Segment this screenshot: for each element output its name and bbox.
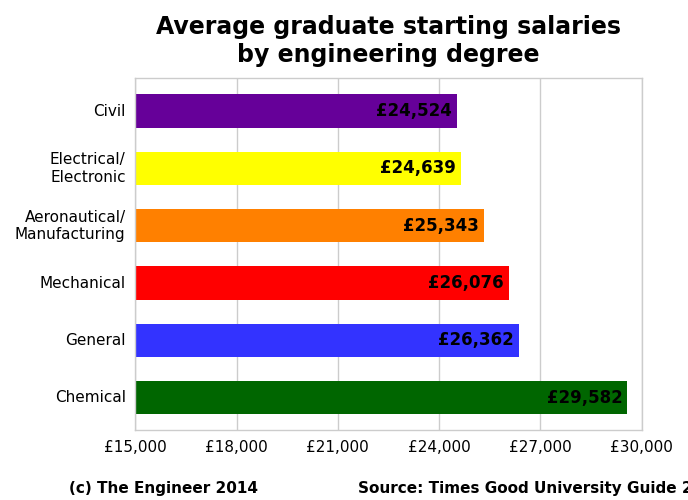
- Bar: [136, 381, 627, 414]
- Bar: [136, 152, 461, 185]
- Text: Source: Times Good University Guide 2015: Source: Times Good University Guide 2015: [358, 480, 688, 496]
- Text: £24,639: £24,639: [380, 160, 455, 178]
- Text: £24,524: £24,524: [376, 102, 452, 120]
- Text: £25,343: £25,343: [403, 216, 480, 234]
- Bar: [136, 94, 457, 128]
- Text: (c) The Engineer 2014: (c) The Engineer 2014: [69, 480, 258, 496]
- Text: £26,362: £26,362: [438, 332, 514, 349]
- Text: £29,582: £29,582: [547, 388, 623, 406]
- Title: Average graduate starting salaries
by engineering degree: Average graduate starting salaries by en…: [156, 15, 621, 67]
- Bar: [136, 266, 509, 300]
- Text: £26,076: £26,076: [429, 274, 504, 292]
- Bar: [136, 324, 519, 357]
- Bar: [136, 209, 484, 242]
